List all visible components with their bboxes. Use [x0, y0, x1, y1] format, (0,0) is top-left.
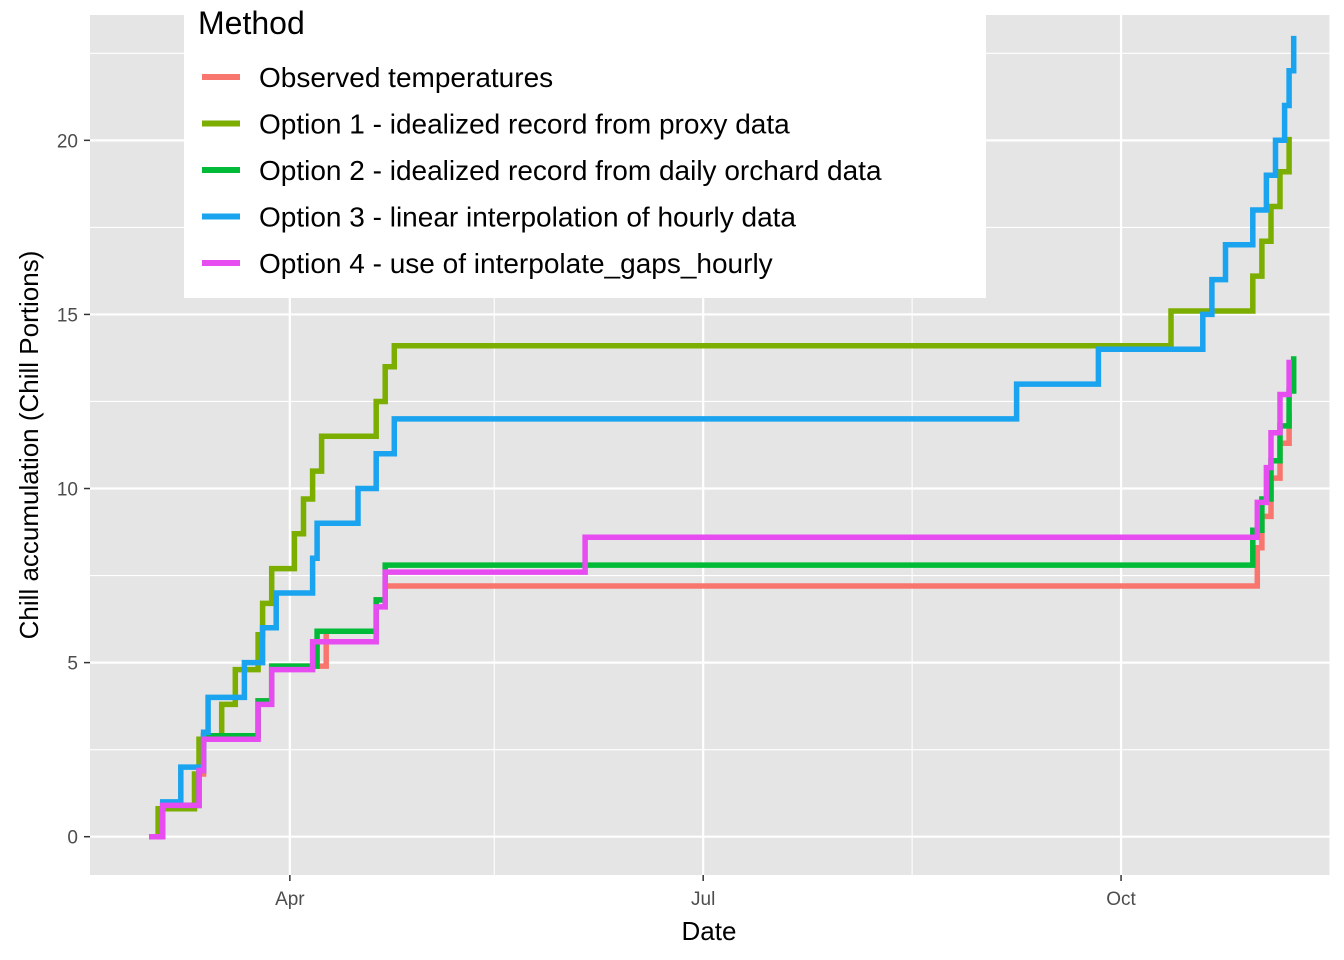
- legend-background: [184, 0, 986, 298]
- legend-label-5: Option 4 - use of interpolate_gaps_hourl…: [259, 248, 773, 279]
- y-tick-label-4: 20: [57, 131, 78, 152]
- y-tick-label-3: 15: [57, 305, 78, 326]
- x-tick-label-1: Jul: [691, 889, 715, 910]
- grid-major: [90, 15, 1330, 875]
- x-tick-label-0: Apr: [275, 889, 305, 910]
- y-axis: 0 5 10 15 20: [57, 131, 90, 849]
- y-tick-label-2: 10: [57, 480, 78, 501]
- y-tick-label-0: 0: [67, 828, 78, 849]
- legend-items: Observed temperatures Option 1 - idealize…: [202, 62, 882, 279]
- series-line-4: [149, 35, 1297, 840]
- series-line-5: [149, 359, 1292, 840]
- legend-label-4: Option 3 - linear interpolation of hourl…: [259, 202, 796, 233]
- legend: Method Observed temperatures Option 1 - i…: [184, 0, 986, 298]
- x-tick-label-2: Oct: [1106, 889, 1136, 910]
- x-axis: Apr Jul Oct: [275, 875, 1137, 910]
- legend-title: Method: [198, 5, 305, 41]
- y-axis-title: Chill accumulation (Chill Portions): [14, 251, 44, 640]
- y-tick-label-1: 5: [67, 654, 78, 675]
- x-axis-title: Date: [682, 916, 737, 946]
- legend-label-1: Observed temperatures: [259, 62, 553, 93]
- legend-label-2: Option 1 - idealized record from proxy d…: [259, 109, 790, 140]
- legend-label-3: Option 2 - idealized record from daily o…: [259, 155, 882, 186]
- series-layer: [149, 35, 1297, 840]
